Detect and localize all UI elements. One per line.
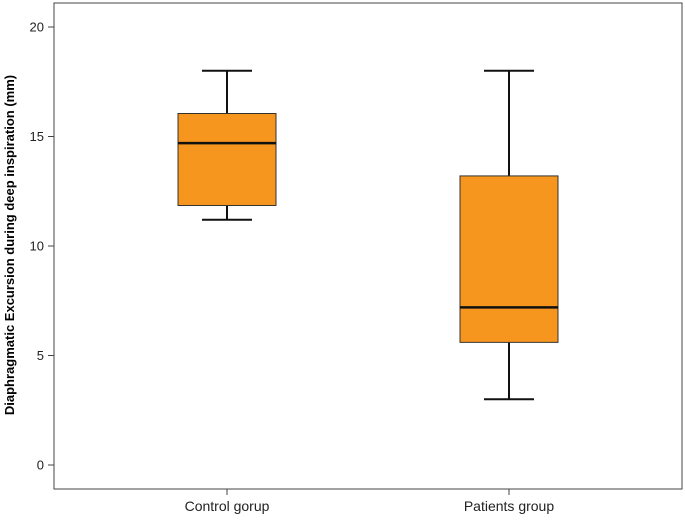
y-tick-label-3: 15 [30,129,44,144]
x-axis: Control gorup Patients group [185,489,554,514]
y-tick-label-0: 0 [37,458,44,473]
iqr-box-1 [459,175,559,343]
x-tick-label-0: Control gorup [185,498,270,514]
y-tick-label-1: 5 [37,348,44,363]
y-axis-title: Diaphragmatic Excursion during deep insp… [2,75,17,415]
box-0 [177,69,277,221]
box-1 [459,69,559,401]
x-tick-label-1: Patients group [464,498,554,514]
plot-frame [53,2,683,490]
y-axis: 0 5 10 15 20 [30,20,54,473]
y-tick-label-4: 20 [30,20,44,35]
iqr-box-0 [177,113,277,206]
y-tick-label-2: 10 [30,239,44,254]
box-series [177,69,559,401]
